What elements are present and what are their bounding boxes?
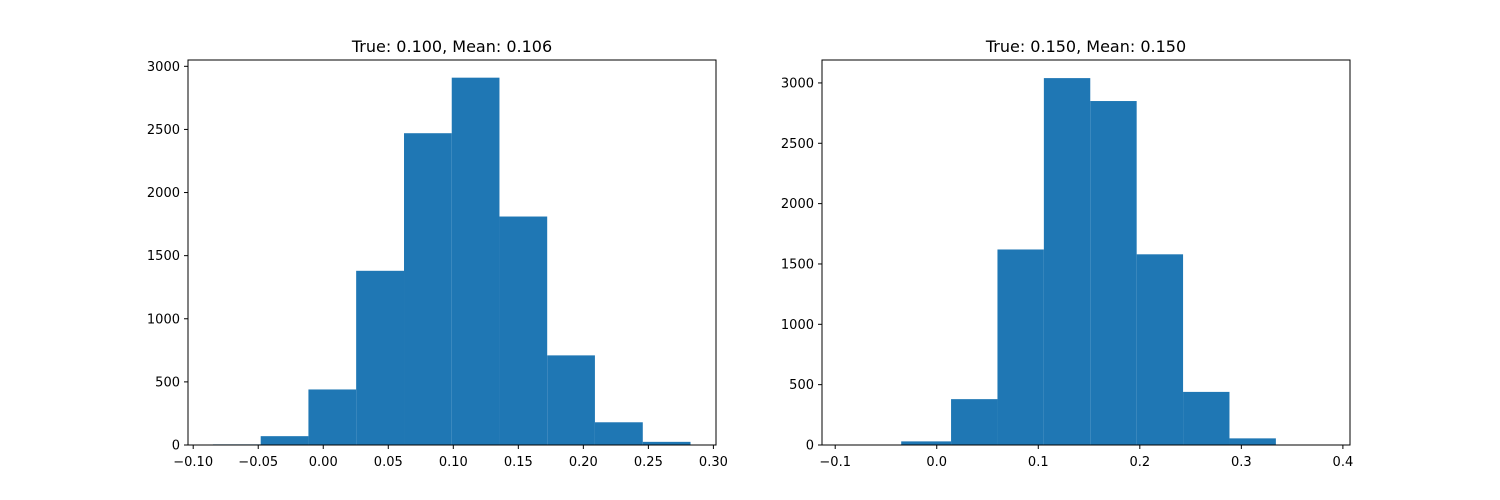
y-tick-label: 1500	[781, 257, 814, 272]
y-tick-label: 0	[806, 439, 814, 454]
axes-frame	[821, 59, 1351, 446]
histogram-bar	[1229, 438, 1276, 445]
histogram-left: −0.10 −0.05 0.00 0.05 0.10 0.15 0.20 0.25 0.30 0 5…	[147, 37, 728, 470]
y-tick-label: 2500	[781, 137, 814, 152]
y-tick-label: 500	[155, 375, 180, 390]
histogram-bar	[1043, 78, 1091, 445]
x-tick-label: 0.1	[1028, 455, 1049, 470]
y-tick-label: 2000	[781, 197, 814, 212]
y-tick-label: 0	[172, 439, 180, 454]
histogram-bar	[499, 216, 548, 445]
histogram-right: −0.1 0.0 0.1 0.2 0.3 0.4 0 500 1000 1500 2000 2500 3…	[781, 37, 1353, 470]
histogram-bar	[1183, 391, 1230, 445]
y-tick-label: 2500	[147, 123, 180, 138]
x-tick-label: 0.30	[699, 455, 728, 470]
x-tick-label: 0.0	[926, 455, 947, 470]
histogram-bar	[1090, 101, 1137, 445]
y-tick-label: 3000	[147, 60, 180, 75]
chart-title: True: 0.100, Mean: 0.106	[351, 37, 552, 56]
x-tick-label: 0.25	[634, 455, 663, 470]
x-tick-label: 0.10	[439, 455, 468, 470]
histogram-bar	[308, 389, 357, 445]
histogram-bar	[1136, 254, 1184, 445]
histogram-bar	[404, 133, 452, 445]
histogram-bar	[594, 422, 643, 445]
x-tick-label: 0.4	[1333, 455, 1354, 470]
x-tick-label: 0.3	[1231, 455, 1252, 470]
histogram-bar	[901, 441, 952, 445]
y-tick-label: 1500	[147, 249, 180, 264]
chart-title: True: 0.150, Mean: 0.150	[985, 37, 1186, 56]
x-tick-label: 0.15	[504, 455, 533, 470]
x-tick-label: 0.00	[309, 455, 338, 470]
x-tick-label: 0.2	[1129, 455, 1150, 470]
x-tick-label: 0.05	[374, 455, 403, 470]
histogram-bar	[547, 355, 595, 445]
histogram-bar	[356, 270, 405, 445]
y-tick-label: 1000	[147, 312, 180, 327]
x-tick-label: −0.10	[173, 455, 213, 470]
x-tick-label: −0.1	[819, 455, 851, 470]
x-tick-label: 0.20	[569, 455, 598, 470]
axes-frame	[187, 59, 717, 446]
y-tick-label: 3000	[781, 76, 814, 91]
histogram-bar	[451, 77, 500, 446]
histogram-bar	[997, 249, 1044, 445]
y-tick-label: 1000	[781, 318, 814, 333]
x-tick-label: −0.05	[238, 455, 278, 470]
histogram-bar	[260, 436, 309, 445]
histogram-bar	[642, 441, 691, 445]
histogram-bar	[951, 399, 998, 445]
y-tick-label: 2000	[147, 186, 180, 201]
y-tick-label: 500	[789, 378, 814, 393]
